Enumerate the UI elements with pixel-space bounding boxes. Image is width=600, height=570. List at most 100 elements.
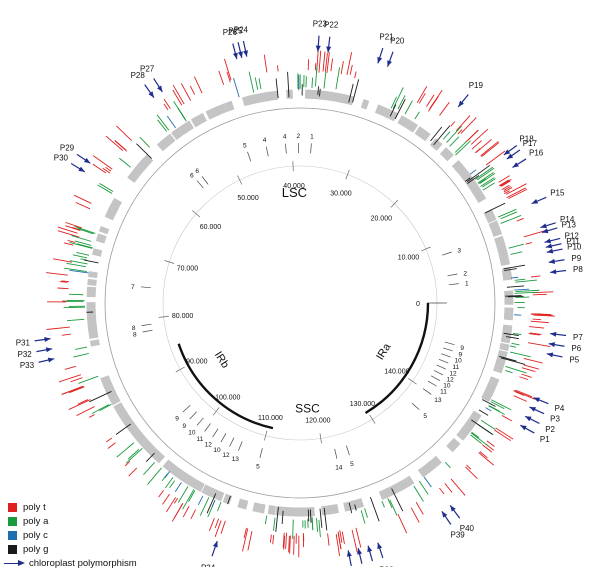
polymorphism-arrowhead bbox=[550, 269, 556, 274]
poly-t-tick bbox=[69, 400, 91, 410]
gene-block bbox=[488, 211, 493, 221]
gene-block bbox=[193, 120, 198, 123]
poly-a-tick bbox=[73, 353, 88, 357]
polymorphism-label: P16 bbox=[529, 148, 544, 157]
polymorphism-label: P2 bbox=[545, 425, 555, 434]
poly-a-tick bbox=[217, 502, 221, 511]
gene-block bbox=[210, 492, 222, 497]
repeat-number: 9 bbox=[175, 416, 179, 423]
repeat-tick bbox=[449, 284, 459, 285]
polymorphism-label: P28 bbox=[131, 71, 146, 80]
gene-block bbox=[92, 325, 93, 333]
poly-t-tick bbox=[514, 396, 527, 402]
gene-block bbox=[103, 228, 105, 233]
repeat-number: 1 bbox=[310, 133, 314, 140]
gene-block bbox=[377, 109, 389, 114]
repeat-number: 7 bbox=[131, 284, 135, 291]
poly-t-tick bbox=[62, 334, 71, 335]
scale-label: 90.000 bbox=[186, 358, 208, 365]
poly-t-swatch bbox=[8, 503, 17, 512]
poly-t-tick bbox=[517, 218, 524, 221]
gene-block bbox=[114, 398, 117, 404]
gene-block bbox=[417, 130, 422, 133]
poly-a-tick bbox=[249, 72, 254, 93]
repeat-tick bbox=[142, 324, 152, 325]
poly-t-tick bbox=[440, 102, 450, 115]
poly-t-tick bbox=[219, 71, 224, 85]
poly-g-tick bbox=[471, 420, 492, 434]
poly-t-tick bbox=[411, 508, 419, 523]
poly-a-tick bbox=[293, 519, 294, 539]
poly-t-tick bbox=[486, 151, 505, 165]
poly-a-tick bbox=[126, 448, 142, 463]
poly-t-tick bbox=[289, 536, 290, 552]
poly-t-tick bbox=[164, 99, 170, 109]
polymorphism-arrowhead bbox=[84, 158, 90, 163]
poly-a-tick bbox=[505, 370, 512, 372]
gene-block bbox=[502, 249, 504, 257]
repeat-tick bbox=[439, 359, 448, 363]
poly-t-tick bbox=[524, 358, 543, 363]
scale-label: 0 bbox=[416, 301, 420, 308]
region-label-lsc: LSC bbox=[282, 185, 307, 200]
poly-t-tick bbox=[451, 479, 465, 495]
poly-a-tick bbox=[319, 520, 320, 537]
poly-g-tick bbox=[505, 296, 521, 297]
poly-t-tick bbox=[183, 506, 189, 517]
repeat-number: 10 bbox=[443, 383, 451, 390]
poly-t-tick bbox=[398, 514, 407, 533]
gene-block bbox=[449, 441, 457, 449]
poly-t-tick bbox=[224, 59, 231, 80]
legend-item-poly-g: poly g bbox=[4, 542, 137, 556]
poly-a-tick bbox=[78, 376, 98, 383]
repeat-number: 9 bbox=[182, 423, 186, 430]
poly-a-tick bbox=[336, 67, 340, 89]
poly-t-tick bbox=[521, 374, 531, 377]
poly-a-tick bbox=[509, 244, 524, 248]
polymorphism-arrowhead bbox=[148, 91, 154, 97]
poly-t-tick bbox=[286, 533, 287, 549]
scale-label: 120.000 bbox=[305, 418, 330, 425]
poly-a-tick bbox=[255, 77, 257, 89]
repeat-tick bbox=[443, 348, 453, 351]
poly-t-tick bbox=[190, 86, 194, 95]
scale-tick bbox=[237, 176, 241, 185]
poly-t-tick bbox=[173, 85, 184, 104]
poly-c-tick bbox=[424, 477, 431, 487]
gene-block bbox=[493, 222, 496, 228]
poly-a-tick bbox=[365, 508, 368, 517]
ira-arc bbox=[365, 303, 428, 413]
poly-g-tick bbox=[136, 144, 151, 159]
gene-block bbox=[400, 119, 410, 125]
poly-a-tick bbox=[513, 333, 521, 334]
poly-t-tick bbox=[106, 136, 123, 151]
repeat-tick bbox=[247, 152, 250, 161]
poly-a-tick bbox=[390, 500, 397, 516]
repeat-number: 3 bbox=[457, 247, 461, 254]
scale-label: 110.000 bbox=[258, 415, 283, 422]
region-label-ira: IRa bbox=[374, 341, 394, 363]
poly-a-tick bbox=[471, 433, 488, 446]
polymorphism-label: P26 bbox=[223, 28, 238, 37]
poly-t-tick bbox=[194, 77, 202, 94]
repeat-tick bbox=[412, 403, 419, 410]
repeat-tick bbox=[335, 449, 337, 459]
poly-a-tick bbox=[77, 244, 93, 248]
repeat-number: 13 bbox=[434, 397, 442, 404]
repeat-tick bbox=[448, 274, 458, 276]
poly-c-swatch bbox=[8, 531, 17, 540]
poly-t-tick bbox=[355, 71, 357, 78]
gene-block bbox=[131, 175, 135, 181]
poly-g-swatch bbox=[8, 545, 17, 554]
gene-block bbox=[498, 237, 502, 250]
poly-t-tick bbox=[65, 366, 76, 369]
poly-t-tick bbox=[461, 117, 476, 133]
poly-t-tick bbox=[221, 521, 225, 534]
poly-a-tick bbox=[324, 72, 326, 89]
poly-t-tick bbox=[181, 83, 190, 100]
poly-g-tick bbox=[84, 260, 98, 263]
polymorphism-arrowhead bbox=[377, 543, 382, 549]
gene-block bbox=[504, 344, 505, 350]
poly-t-tick bbox=[74, 195, 91, 203]
